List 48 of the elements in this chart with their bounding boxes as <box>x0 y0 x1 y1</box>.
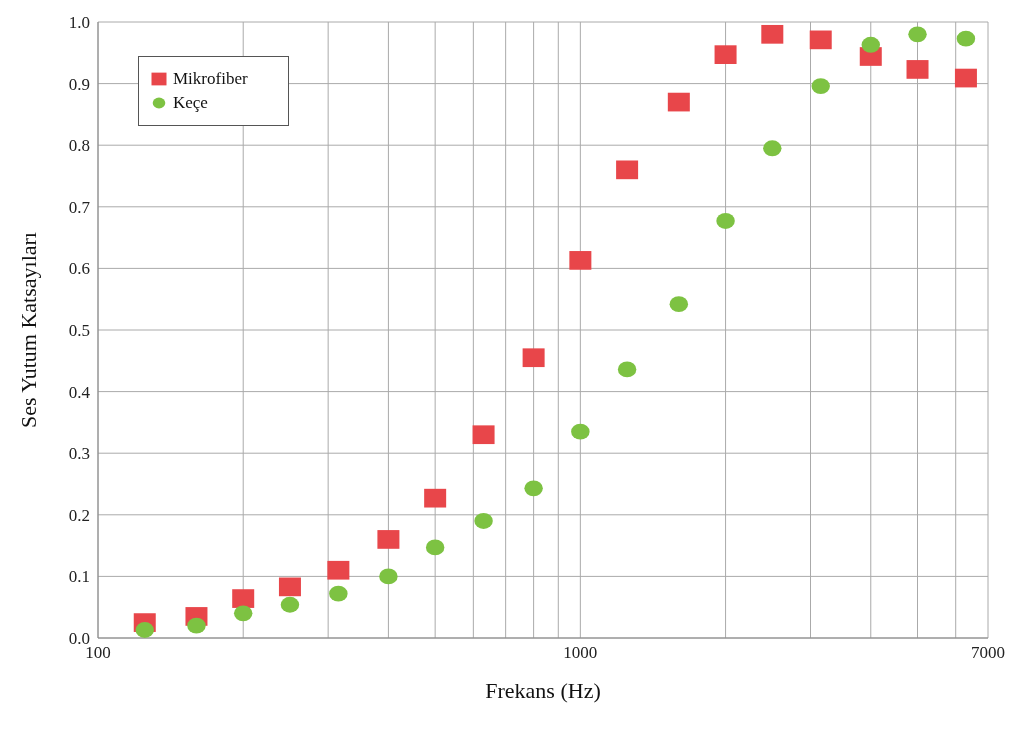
point <box>667 92 690 112</box>
y-tick-label: 0.2 <box>68 505 90 525</box>
point <box>425 539 445 556</box>
point <box>861 36 881 53</box>
point <box>424 488 447 508</box>
y-tick-label: 0.4 <box>68 382 91 402</box>
point <box>617 361 637 378</box>
point <box>278 577 301 597</box>
point <box>571 423 590 440</box>
x-tick-label: 1000 <box>563 643 598 663</box>
point <box>908 26 927 43</box>
point <box>716 213 735 229</box>
point <box>524 480 543 497</box>
y-axis-title: Ses Yutum Katsayıları <box>15 232 41 428</box>
point <box>761 24 784 44</box>
point <box>327 560 350 580</box>
point <box>956 30 976 47</box>
point <box>954 68 977 88</box>
point <box>906 60 929 79</box>
legend-label: Keçe <box>173 93 208 113</box>
point <box>232 589 255 608</box>
y-tick-label: 0.7 <box>68 197 91 217</box>
point <box>811 78 830 94</box>
point <box>379 568 398 585</box>
legend-label: Mikrofiber <box>173 69 248 89</box>
point <box>329 585 348 602</box>
point <box>569 251 592 270</box>
point <box>714 45 737 64</box>
point <box>474 513 493 529</box>
point <box>280 596 300 613</box>
point <box>522 348 545 368</box>
point <box>472 425 495 445</box>
point <box>233 605 253 622</box>
y-tick-label: 0.1 <box>68 567 90 587</box>
x-tick-label: 100 <box>85 643 111 663</box>
point <box>616 160 639 180</box>
y-tick-label: 0.3 <box>68 444 90 464</box>
y-tick-label: 0.6 <box>68 259 90 279</box>
point <box>763 140 782 157</box>
x-tick-label: 7000 <box>971 643 1005 663</box>
y-tick-label: 1.0 <box>68 13 90 33</box>
point <box>377 530 400 549</box>
y-tick-label: 0.9 <box>68 74 90 94</box>
x-axis-title: Frekans (Hz) <box>485 678 601 703</box>
y-tick-label: 0.5 <box>68 321 90 341</box>
y-tick-label: 0.8 <box>68 136 90 156</box>
point <box>135 622 154 638</box>
point <box>809 30 832 50</box>
